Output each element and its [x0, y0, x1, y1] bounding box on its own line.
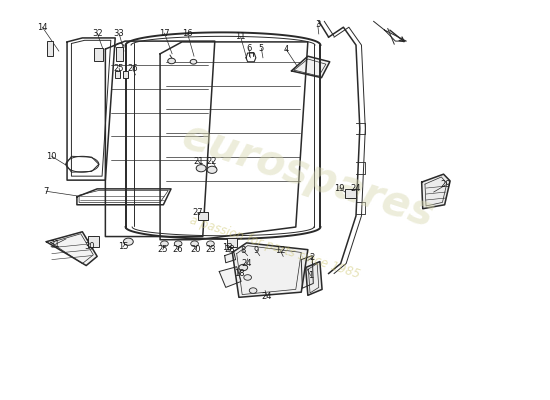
Circle shape: [190, 59, 197, 64]
Bar: [123, 71, 128, 78]
Circle shape: [207, 241, 215, 246]
Text: 30: 30: [85, 242, 95, 251]
Text: 16: 16: [182, 29, 192, 38]
Text: 18: 18: [234, 269, 245, 278]
Circle shape: [249, 288, 257, 293]
Text: 4: 4: [283, 44, 289, 54]
Circle shape: [174, 241, 182, 246]
Polygon shape: [232, 243, 308, 297]
Text: 25: 25: [114, 64, 124, 73]
Text: 29: 29: [441, 180, 451, 190]
Text: a passion for parts since 1985: a passion for parts since 1985: [188, 214, 362, 281]
Text: eurospares: eurospares: [176, 116, 439, 237]
Polygon shape: [306, 262, 322, 295]
Text: 2: 2: [310, 253, 315, 262]
Text: 27: 27: [192, 208, 202, 217]
Text: 19: 19: [334, 184, 345, 192]
Polygon shape: [292, 56, 329, 78]
Text: 33: 33: [114, 29, 124, 38]
Bar: [95, 48, 103, 61]
Text: 3: 3: [315, 20, 320, 29]
Text: 32: 32: [92, 29, 102, 38]
Circle shape: [196, 165, 206, 172]
Text: 6: 6: [246, 44, 251, 53]
Circle shape: [207, 166, 217, 173]
Circle shape: [239, 264, 248, 271]
Text: 8: 8: [240, 246, 246, 255]
Circle shape: [168, 58, 175, 64]
Text: 28: 28: [225, 245, 235, 254]
Circle shape: [191, 241, 199, 246]
Bar: [88, 236, 99, 247]
Text: 5: 5: [258, 44, 264, 53]
Text: 7: 7: [43, 187, 49, 196]
Circle shape: [161, 241, 168, 246]
Text: 24: 24: [351, 184, 361, 192]
Bar: [116, 47, 123, 61]
Polygon shape: [46, 232, 97, 266]
Polygon shape: [301, 256, 314, 288]
Circle shape: [123, 238, 133, 245]
Text: 20: 20: [190, 245, 201, 254]
Polygon shape: [224, 252, 235, 263]
Text: 17: 17: [159, 29, 170, 38]
Text: 11: 11: [235, 32, 246, 41]
Text: 10: 10: [47, 152, 57, 161]
Circle shape: [244, 275, 251, 280]
Bar: [114, 70, 120, 78]
Text: 9: 9: [254, 246, 259, 255]
Text: 25: 25: [157, 245, 168, 254]
Polygon shape: [88, 236, 99, 247]
Text: 24: 24: [262, 292, 272, 301]
Bar: [345, 189, 356, 198]
Text: 14: 14: [37, 23, 48, 32]
Text: 13: 13: [222, 243, 233, 252]
Text: 23: 23: [205, 245, 216, 254]
Text: 22: 22: [207, 156, 217, 166]
Polygon shape: [219, 267, 241, 287]
Text: 31: 31: [50, 240, 60, 249]
Bar: [227, 238, 236, 247]
Text: 12: 12: [275, 246, 285, 255]
Text: 26: 26: [128, 64, 138, 74]
Text: 21: 21: [193, 156, 204, 166]
Text: 1: 1: [308, 271, 313, 280]
Text: 24: 24: [241, 259, 252, 268]
Polygon shape: [422, 174, 450, 209]
Polygon shape: [96, 55, 102, 61]
Text: 15: 15: [118, 242, 128, 251]
Bar: [47, 41, 53, 56]
Text: 26: 26: [172, 245, 183, 254]
Bar: [199, 212, 208, 220]
